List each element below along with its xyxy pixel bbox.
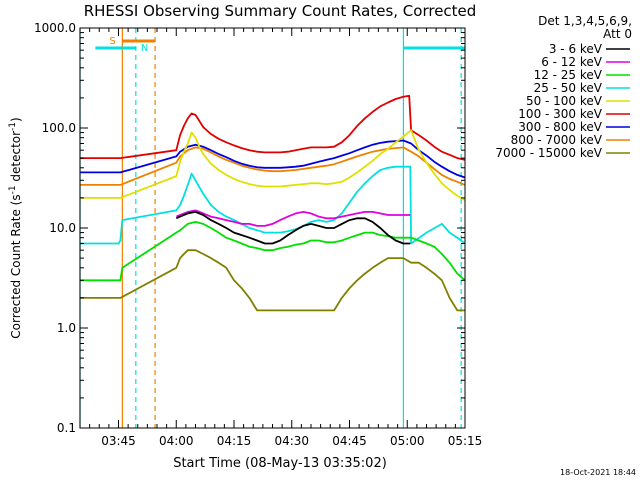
series-50-100-kev xyxy=(80,129,466,201)
x-tick-label: 05:00 xyxy=(390,434,425,448)
series-3-6-kev xyxy=(175,210,411,245)
legend-label-100-300-kev: 100 - 300 keV xyxy=(518,107,602,121)
x-tick-label: 04:30 xyxy=(274,434,309,448)
legend-label-3-6-kev: 3 - 6 keV xyxy=(549,42,603,56)
series-800-7000-kev xyxy=(80,146,466,186)
legend-label-800-7000-kev: 800 - 7000 keV xyxy=(511,133,603,147)
series-25-50-kev xyxy=(80,165,466,245)
y-axis-label: Corrected Count Rate (s-1 detector-1) xyxy=(8,117,23,338)
chart-title: RHESSI Observing Summary Count Rates, Co… xyxy=(84,2,477,20)
footer-timestamp: 18-Oct-2021 18:44 xyxy=(560,468,636,477)
legend-label-300-800-kev: 300 - 800 keV xyxy=(518,120,602,134)
series-12-25-kev xyxy=(80,220,466,282)
legend-label-6-12-kev: 6 - 12 keV xyxy=(541,55,603,69)
flag-label-s: S xyxy=(109,36,115,47)
y-axis-label-end: ) xyxy=(9,117,23,122)
y-tick-label: 10.0 xyxy=(49,221,76,235)
y-axis-label-sup2: -1 xyxy=(8,122,18,131)
flag-label-n: N xyxy=(141,43,148,54)
x-tick-label: 04:45 xyxy=(332,434,367,448)
plot-frame xyxy=(79,27,466,429)
legend-label-50-100-kev: 50 - 100 keV xyxy=(526,94,603,108)
x-tick-label: 05:15 xyxy=(448,434,483,448)
x-tick-label: 03:45 xyxy=(101,434,136,448)
y-tick-label: 1.0 xyxy=(57,321,76,335)
y-tick-label: 0.1 xyxy=(57,421,76,435)
legend-header-1: Det 1,3,4,5,6,9, xyxy=(538,14,632,28)
legend-label-25-50-kev: 25 - 50 keV xyxy=(534,81,603,95)
y-axis-label-main: Corrected Count Rate (s xyxy=(9,194,23,338)
plot-area: SN xyxy=(79,28,466,428)
series-7000-15000-kev xyxy=(80,249,465,312)
legend-header-2: Att 0 xyxy=(603,27,632,41)
x-tick-label: 04:15 xyxy=(217,434,252,448)
legend-label-12-25-kev: 12 - 25 keV xyxy=(534,68,603,82)
y-tick-label: 100.0 xyxy=(42,121,76,135)
series-300-800-kev xyxy=(80,139,466,179)
y-axis-label-sup: -1 xyxy=(8,185,18,194)
series-6-12-kev xyxy=(175,209,411,227)
y-tick-label: 1000.0 xyxy=(34,21,76,35)
x-axis-label: Start Time (08-May-13 03:35:02) xyxy=(173,456,387,471)
y-axis-label-mid: detector xyxy=(9,131,23,186)
series-100-300-kev xyxy=(80,94,466,161)
x-tick-label: 04:00 xyxy=(159,434,194,448)
axes: 0.1 1.0 10.0 100.0 1000.0 03:45 04:00 04:15 04:3… xyxy=(34,21,482,448)
legend-label-7000-15000-kev: 7000 - 15000 keV xyxy=(495,146,602,160)
